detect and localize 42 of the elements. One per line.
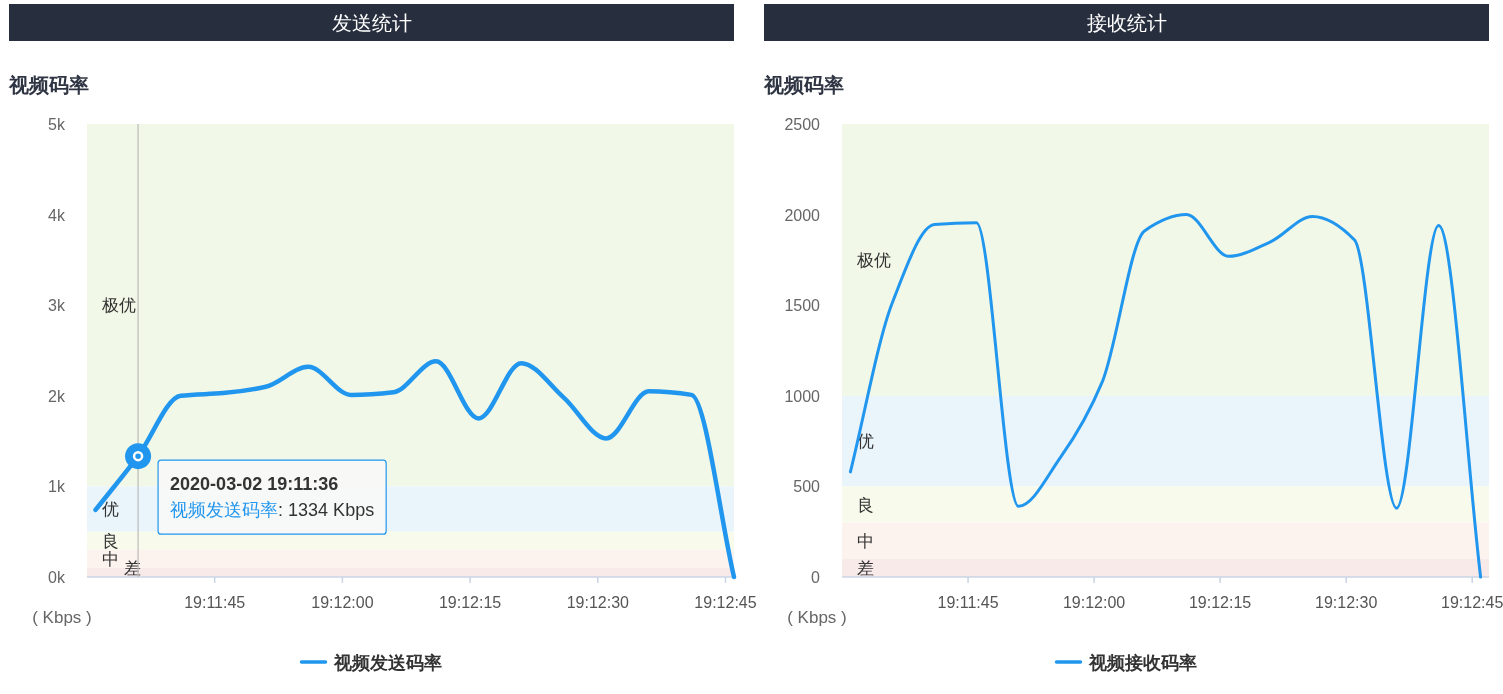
y-tick-label: 1k bbox=[48, 478, 66, 496]
y-tick-label: 1000 bbox=[784, 387, 821, 405]
band-label: 差 bbox=[857, 558, 874, 578]
chart-subtitle: 视频码率 bbox=[8, 74, 89, 96]
x-tick-label: 19:12:00 bbox=[1062, 594, 1126, 611]
band-label: 优 bbox=[102, 500, 119, 520]
y-axis-title: ( Kbps ) bbox=[787, 608, 847, 627]
y-tick-label: 1500 bbox=[784, 297, 821, 315]
y-tick-label: 2000 bbox=[784, 206, 821, 224]
y-tick-label: 0k bbox=[48, 569, 66, 586]
x-tick-label: 19:12:15 bbox=[1188, 594, 1252, 611]
line-series bbox=[93, 359, 737, 580]
y-tick-label: 2500 bbox=[784, 116, 821, 133]
band-label: 中 bbox=[857, 531, 874, 551]
band-label: 极优 bbox=[101, 296, 136, 316]
line-series bbox=[848, 213, 1483, 579]
y-tick-label: 0 bbox=[811, 569, 821, 586]
y-tick-label: 5k bbox=[48, 116, 66, 133]
y-tick-label: 2k bbox=[48, 387, 66, 405]
x-tick-label: 19:11:45 bbox=[184, 594, 246, 611]
annotation: 2020-03-02 19:11:36 视频发送码率: 1334 Kbps bbox=[170, 474, 375, 521]
band-label: 差 bbox=[124, 559, 141, 578]
band-label: 中 bbox=[102, 549, 119, 569]
x-tick-label: 19:12:15 bbox=[438, 594, 502, 611]
legend-label: 视频发送码率 bbox=[332, 652, 442, 673]
chart-subtitle: 视频码率 bbox=[763, 74, 844, 96]
y-tick-label: 500 bbox=[793, 478, 821, 496]
x-tick-label: 19:11:45 bbox=[937, 594, 999, 611]
y-tick-label: 4k bbox=[48, 206, 66, 224]
x-tick-label: 19:12:00 bbox=[311, 594, 374, 611]
legend-label: 视频接收码率 bbox=[1087, 652, 1197, 673]
band-label: 良 bbox=[102, 531, 119, 551]
x-tick-label: 19:12:30 bbox=[566, 594, 630, 611]
chart-title: 接收统计 bbox=[1086, 11, 1167, 34]
y-tick-label: 3k bbox=[48, 297, 66, 315]
band-label: 极优 bbox=[856, 250, 891, 270]
band-label: 良 bbox=[857, 495, 874, 515]
chart-title: 发送统计 bbox=[331, 11, 412, 34]
x-tick-label: 19:12:45 bbox=[694, 594, 757, 611]
x-tick-label: 19:12:45 bbox=[1441, 594, 1503, 611]
x-tick-label: 19:12:30 bbox=[1315, 594, 1378, 611]
y-axis-title: ( Kbps ) bbox=[32, 608, 92, 627]
